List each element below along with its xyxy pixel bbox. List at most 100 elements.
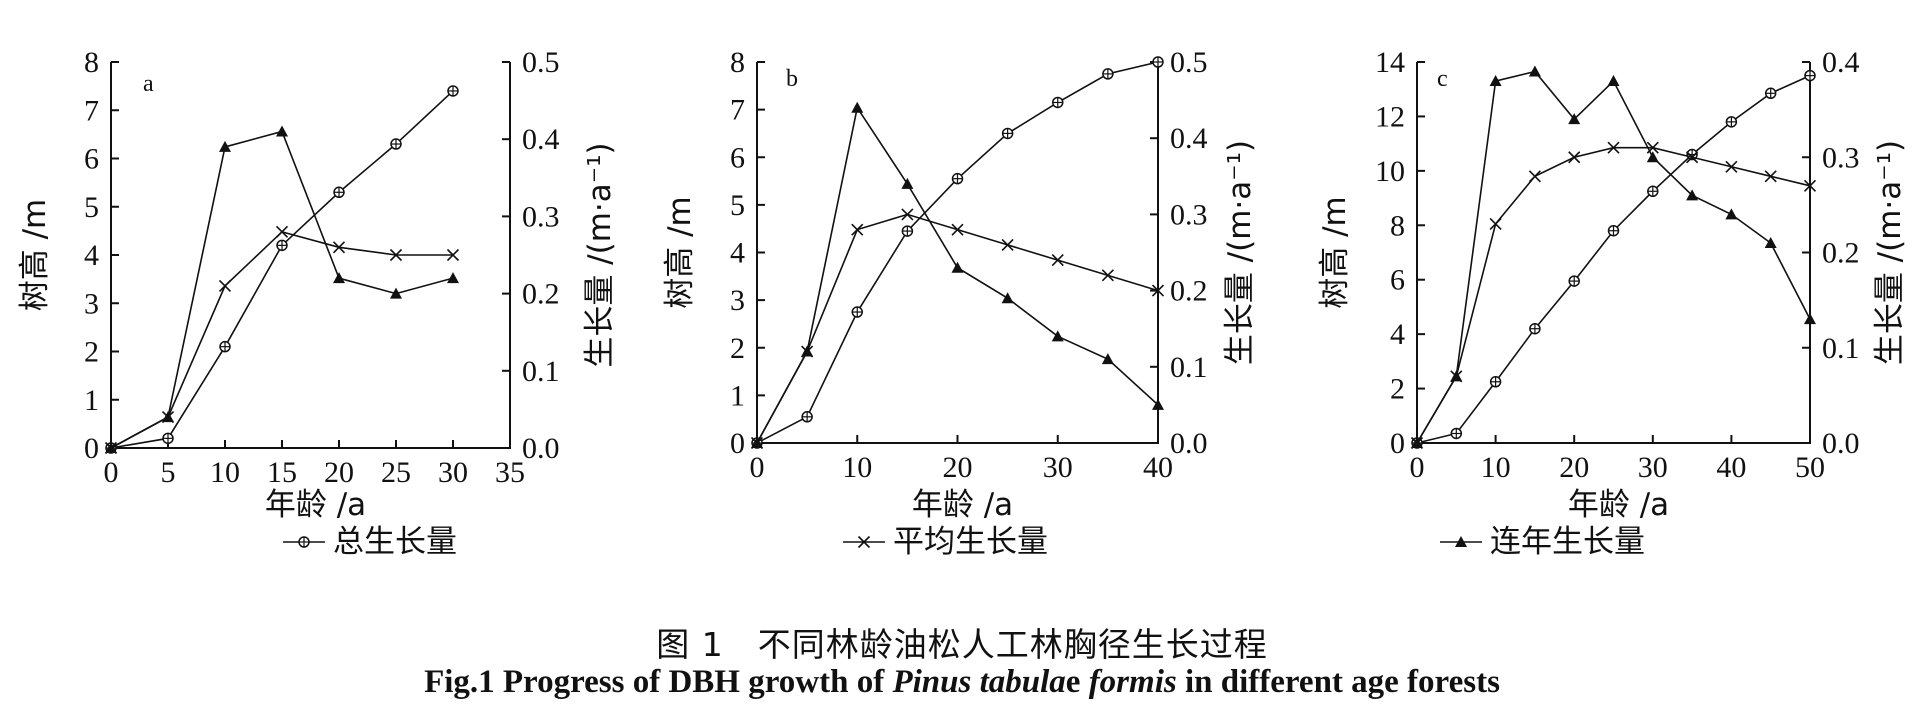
data-point [162, 411, 174, 423]
x-tick-label: 30 [1043, 451, 1073, 484]
data-point [1001, 238, 1014, 251]
legend-marker [857, 535, 871, 549]
y-left-tick-label: 7 [84, 94, 99, 127]
data-point [275, 225, 289, 238]
y-right-tick-label: 0.1 [1170, 351, 1208, 384]
y-left-tick-label: 3 [84, 287, 99, 320]
caption-en-species-b: e [1065, 664, 1081, 700]
data-point [1803, 179, 1817, 192]
axis-frame [1416, 62, 1811, 444]
y-left-tick-label: 4 [84, 239, 99, 272]
y-right-tick-label: 0.5 [522, 46, 560, 79]
data-point [1450, 370, 1463, 382]
data-point [1411, 437, 1423, 448]
legend-label: 连年生长量 [1490, 524, 1645, 560]
x-tick-label: 40 [1716, 451, 1746, 484]
series-circle-plus [751, 56, 1164, 449]
y-right-tick-label: 0.1 [522, 355, 560, 388]
data-point [1607, 75, 1620, 87]
data-point [1051, 254, 1064, 267]
y-left-tick-label: 0 [1390, 427, 1405, 460]
figure-charts: 0 5 10 15 20 25 30 350123456780.00.10.20.30.40.… [17, 46, 1908, 560]
x-tick-label: 10 [210, 456, 240, 489]
series-line [1416, 74, 1811, 444]
y-right-tick-label: 0.3 [522, 200, 560, 233]
y-right-tick-label: 0.4 [1822, 46, 1860, 79]
data-point [390, 287, 402, 299]
series-line [110, 230, 453, 449]
y-left-tick-label: 2 [84, 336, 99, 369]
series-triangle [751, 101, 1164, 448]
data-point [1568, 151, 1581, 164]
x-axis-title: 年龄 /a [265, 487, 366, 523]
y-left-tick-label: 4 [730, 237, 745, 270]
data-point [851, 101, 864, 113]
y-left-tick-label: 8 [1390, 209, 1405, 242]
chart-panel-b: 0 10 20 30 40 0 1 2 3 4 5 6 7 8 0.0 0.1 0.2 0.3 0.4 0.5 b 年龄 … [662, 46, 1258, 560]
x-tick-label: 20 [943, 451, 973, 484]
data-point [901, 208, 914, 221]
data-point [1051, 330, 1064, 342]
data-point [332, 241, 346, 254]
y-left-tick-label: 6 [730, 141, 745, 174]
y-left-tick-label: 7 [730, 94, 745, 127]
y-left-axis-title: 树高 /m [662, 196, 698, 309]
y-left-tick-label: 14 [1375, 46, 1405, 79]
data-point [1489, 75, 1502, 87]
y-right-tick-label: 0.0 [522, 432, 560, 465]
series-triangle [105, 125, 459, 453]
series-line [110, 130, 454, 449]
data-point [951, 223, 964, 236]
x-tick-label: 20 [324, 456, 354, 489]
y-right-tick-label: 0.0 [1170, 427, 1208, 460]
x-tick-label: 15 [267, 456, 297, 489]
legend: 连年生长量 [1440, 524, 1645, 560]
y-left-tick-label: 0 [84, 432, 99, 465]
y-left-axis-title: 树高 /m [17, 199, 53, 312]
data-point [901, 177, 914, 189]
y-left-tick-label: 12 [1375, 100, 1405, 133]
x-tick-label: 10 [842, 451, 872, 484]
series-circle-plus [105, 85, 459, 454]
data-point [446, 248, 460, 262]
data-point [1804, 313, 1816, 325]
data-point [219, 140, 231, 152]
panel-letter: a [143, 71, 154, 97]
data-point [1764, 170, 1777, 183]
data-point [1686, 151, 1699, 164]
x-tick-label: 25 [381, 456, 411, 489]
data-point [1607, 141, 1620, 154]
y-right-tick-label: 0.2 [1822, 237, 1860, 270]
y-left-tick-label: 8 [730, 46, 745, 79]
y-right-axis-title: 生长量 /(m·a⁻¹) [1872, 140, 1908, 365]
data-point [1152, 398, 1164, 410]
y-right-tick-label: 0.3 [1170, 198, 1208, 231]
caption-en-species-a: Pinus tabula [892, 664, 1066, 700]
data-point [1646, 151, 1659, 163]
data-point [218, 279, 232, 292]
y-left-tick-label: 10 [1375, 155, 1405, 188]
y-left-tick-label: 4 [1390, 318, 1405, 351]
y-left-tick-label: 6 [84, 143, 99, 176]
y-right-tick-label: 0.4 [522, 123, 560, 156]
data-point [1528, 170, 1541, 183]
data-point [389, 248, 403, 262]
series-line [756, 105, 1159, 444]
y-right-tick-label: 0.5 [1170, 46, 1208, 79]
panel-letter: c [1437, 66, 1448, 92]
series-x [104, 225, 460, 455]
caption-en-species-c: formis [1080, 664, 1177, 700]
data-point [1725, 160, 1738, 173]
x-tick-label: 30 [438, 456, 468, 489]
legend-label: 平均生长量 [893, 524, 1048, 560]
data-point [105, 442, 117, 453]
x-axis-title: 年龄 /a [912, 487, 1013, 523]
data-point [851, 223, 864, 236]
y-right-tick-label: 0.2 [1170, 275, 1208, 308]
series-line [1416, 70, 1811, 444]
legend-marker [1455, 536, 1467, 547]
data-point [1101, 353, 1114, 365]
data-point [447, 272, 459, 284]
y-right-tick-label: 0.4 [1170, 122, 1208, 155]
series-line [756, 213, 1159, 444]
